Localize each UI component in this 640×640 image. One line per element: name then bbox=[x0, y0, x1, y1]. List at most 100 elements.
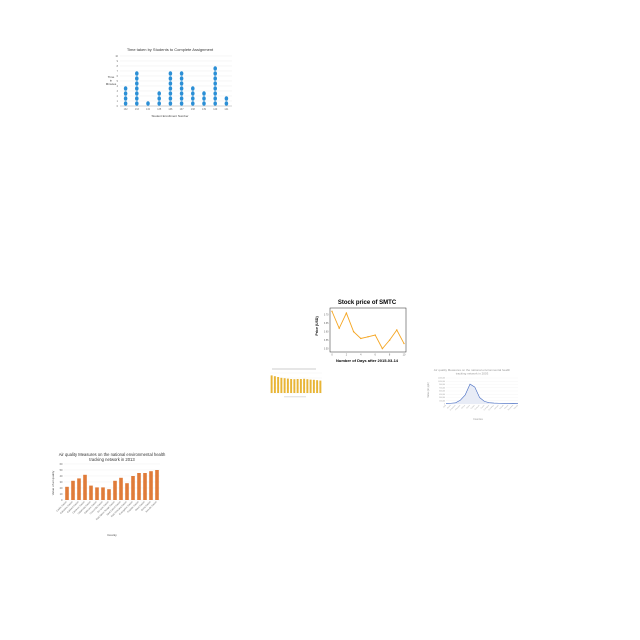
chart-title: Air quality Measures on the national env… bbox=[59, 452, 166, 462]
bar bbox=[290, 379, 293, 393]
x-tick-label: Cherokee bbox=[455, 405, 461, 411]
y-tick-label: 0 bbox=[117, 105, 119, 108]
data-dot bbox=[168, 81, 173, 86]
bar bbox=[286, 378, 289, 393]
faded-title-band bbox=[272, 368, 316, 370]
data-dot bbox=[191, 91, 195, 96]
data-dot bbox=[168, 86, 173, 91]
data-dot bbox=[135, 76, 139, 81]
y-tick-label: 300,000 bbox=[439, 397, 445, 399]
bar bbox=[83, 474, 87, 500]
x-tick-label: Covington bbox=[483, 404, 490, 411]
x-tick-label: Bibb bbox=[443, 405, 447, 409]
data-dot bbox=[202, 101, 206, 106]
x-tick-label: 0 bbox=[331, 354, 333, 357]
x-axis-label: Counties bbox=[473, 418, 484, 421]
bar bbox=[107, 489, 111, 500]
y-tick-label: 2 bbox=[117, 95, 119, 98]
bar bbox=[283, 378, 286, 393]
data-dot bbox=[135, 71, 139, 76]
bar bbox=[143, 473, 147, 500]
data-dot bbox=[224, 101, 229, 106]
chart-air-quality-2013-svg: Air quality Measures on the national env… bbox=[51, 452, 166, 537]
bar bbox=[316, 380, 319, 393]
data-dot bbox=[157, 101, 161, 106]
y-axis-label: Price (USD) bbox=[315, 316, 319, 335]
x-tick-label: Escambia bbox=[508, 405, 514, 411]
bar bbox=[306, 379, 309, 393]
y-tick-label: 0 bbox=[61, 498, 63, 502]
bar bbox=[309, 379, 312, 393]
bar bbox=[77, 478, 81, 500]
data-dot bbox=[123, 91, 128, 96]
data-dot bbox=[179, 71, 184, 76]
x-tick-label: 10 bbox=[403, 354, 406, 357]
y-tick-label: 3 bbox=[117, 90, 119, 93]
data-dot bbox=[168, 101, 173, 106]
data-dot bbox=[213, 76, 217, 81]
data-dot bbox=[179, 76, 184, 81]
price-point bbox=[345, 312, 348, 314]
data-dot bbox=[168, 76, 173, 81]
y-tick-label: 900,000 bbox=[439, 384, 445, 386]
bar bbox=[273, 376, 276, 393]
x-tick-label: 8 bbox=[389, 354, 391, 357]
y-tick-label: 5 bbox=[117, 80, 119, 83]
x-tick-label: Grant Parish bbox=[134, 500, 146, 512]
data-dot bbox=[135, 81, 139, 86]
y-tick-label: 20 bbox=[60, 486, 63, 490]
data-dot bbox=[191, 96, 195, 101]
y-tick-label: 50 bbox=[60, 468, 63, 472]
chart-yellow-bars bbox=[262, 366, 326, 400]
chart-assignment-time: Time taken by Students to Complete Assig… bbox=[100, 42, 240, 120]
bar bbox=[137, 473, 141, 500]
x-tick-label: Iberia Parish bbox=[140, 500, 152, 512]
x-tick-label: DeKalb bbox=[499, 405, 504, 410]
x-tick-label: 134 bbox=[146, 108, 151, 111]
chart-yellow-bars-svg bbox=[270, 368, 322, 398]
y-tick-label: 10 bbox=[115, 55, 118, 58]
chart-air-quality-2003: Air quality Measures on the national env… bbox=[418, 366, 522, 422]
price-point bbox=[331, 310, 333, 313]
x-tick-label: 6 bbox=[375, 354, 377, 357]
data-dot bbox=[179, 96, 184, 101]
bar bbox=[277, 377, 280, 393]
data-dot bbox=[157, 91, 161, 96]
price-point bbox=[388, 339, 391, 341]
x-tick-label: 137 bbox=[180, 108, 185, 111]
y-tick-label: 0 bbox=[444, 404, 445, 406]
price-point bbox=[403, 342, 405, 345]
bar bbox=[125, 483, 129, 500]
price-point bbox=[360, 337, 362, 340]
y-tick-label: 150,000 bbox=[439, 400, 445, 402]
x-tick-label: Coosa bbox=[480, 405, 485, 410]
bar bbox=[299, 379, 302, 393]
bar bbox=[149, 471, 153, 500]
price-point bbox=[381, 347, 384, 350]
x-tick-label: Blount bbox=[446, 404, 452, 410]
data-dot bbox=[213, 66, 217, 71]
x-tick-label: Chilton bbox=[460, 404, 466, 410]
y-tick-label: 1,200,000 bbox=[438, 378, 445, 380]
x-tick-label: 141 bbox=[224, 108, 229, 111]
chart-assignment-time-svg: Time taken by Students to Complete Assig… bbox=[106, 47, 232, 118]
y-tick-label: 1,050,000 bbox=[438, 381, 445, 383]
y-tick-label: 60 bbox=[60, 462, 63, 466]
x-tick-label: 136 bbox=[168, 108, 173, 111]
faded-axis-label-band bbox=[284, 396, 306, 398]
x-tick-label: Conecuh bbox=[474, 405, 480, 411]
x-tick-label: 2 bbox=[346, 354, 348, 357]
price-point bbox=[352, 330, 355, 333]
y-axis-label: Value of air quality bbox=[51, 470, 55, 495]
bar bbox=[95, 487, 99, 500]
x-tick-label: Chambers bbox=[450, 405, 457, 412]
chart-air-quality-2013: Air quality Measures on the national env… bbox=[50, 450, 166, 538]
y-tick-label: 7 bbox=[117, 70, 119, 73]
bar bbox=[89, 485, 93, 500]
bar bbox=[296, 379, 299, 393]
series-area bbox=[446, 384, 518, 404]
x-axis-label: Number of Days after 2015-03-14 bbox=[336, 358, 399, 363]
y-tick-label: 3.50 bbox=[324, 347, 329, 350]
x-tick-label: 135 bbox=[157, 108, 162, 111]
y-tick-label: 3.70 bbox=[324, 314, 329, 317]
